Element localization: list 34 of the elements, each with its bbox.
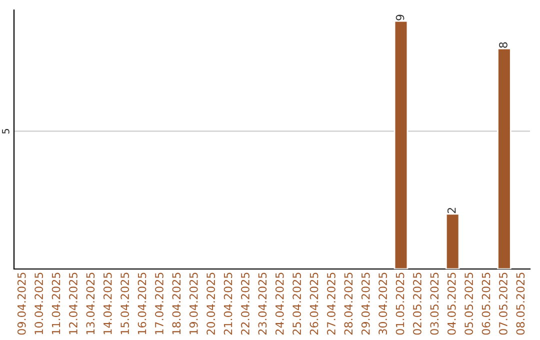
- x-tick-label: 14.04.2025: [103, 272, 112, 334]
- x-tick-label: 01.05.2025: [396, 272, 404, 335]
- x-tick-label: 15.04.2025: [120, 272, 130, 334]
- data-label: 9: [396, 14, 404, 20]
- x-tick-label: 16.04.2025: [138, 272, 146, 334]
- x-tick-label: 10.04.2025: [34, 272, 44, 334]
- x-tick-label: 23.04.2025: [258, 272, 267, 335]
- x-tick-label: 05.05.2025: [464, 272, 474, 335]
- x-tick-label: 25.04.2025: [292, 272, 302, 335]
- x-tick-label: 11.04.2025: [52, 272, 60, 334]
- x-tick-label: 22.04.2025: [241, 272, 250, 335]
- y-tick-label: 5: [2, 128, 10, 134]
- x-tick-label: 12.04.2025: [69, 272, 78, 334]
- x-tick-label: 03.05.2025: [430, 272, 439, 335]
- x-tick-label: 06.05.2025: [482, 272, 490, 335]
- x-tick-label: 13.04.2025: [86, 272, 95, 334]
- x-tick-label: 29.04.2025: [361, 272, 370, 335]
- x-tick-label: 08.05.2025: [516, 272, 525, 335]
- x-tick-label: 21.04.2025: [224, 272, 232, 335]
- x-tick-label: 28.04.2025: [344, 272, 353, 335]
- data-label: 2: [447, 208, 456, 214]
- x-tick-label: 24.04.2025: [275, 272, 284, 335]
- x-tick-label: 18.04.2025: [172, 272, 181, 334]
- x-tick-label: 30.04.2025: [378, 272, 388, 335]
- x-tick-label: 04.05.2025: [447, 272, 456, 335]
- x-tick-label: 17.04.2025: [155, 272, 164, 334]
- x-tick-label: 07.05.2025: [499, 272, 508, 335]
- x-tick-label: 27.04.2025: [327, 272, 336, 335]
- x-tick-label: 26.04.2025: [310, 272, 318, 335]
- x-tick-label: 20.04.2025: [206, 272, 216, 335]
- x-tick-label: 09.04.2025: [17, 272, 26, 335]
- x-tick-label: 02.05.2025: [413, 272, 422, 335]
- data-label: 8: [499, 42, 508, 48]
- x-tick-label: 19.04.2025: [189, 272, 198, 334]
